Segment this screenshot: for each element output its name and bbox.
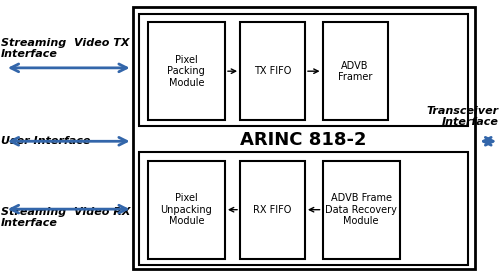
Text: Pixel
Packing
Module: Pixel Packing Module	[168, 55, 205, 88]
Text: Streaming  Video RX
Interface: Streaming Video RX Interface	[1, 207, 130, 228]
Text: RX FIFO: RX FIFO	[254, 205, 292, 215]
Bar	[139, 152, 468, 265]
Bar	[240, 161, 305, 259]
Text: ADVB
Framer: ADVB Framer	[338, 61, 372, 82]
Text: ADVB Frame
Data Recovery
Module: ADVB Frame Data Recovery Module	[326, 193, 397, 226]
Text: TX FIFO: TX FIFO	[254, 66, 291, 76]
Bar	[148, 161, 225, 259]
Text: User Interface: User Interface	[1, 136, 90, 146]
Bar	[132, 7, 475, 269]
Bar	[240, 22, 305, 120]
Bar	[322, 22, 388, 120]
Bar	[139, 14, 468, 126]
Text: Streaming  Video TX
Interface: Streaming Video TX Interface	[1, 38, 130, 59]
Text: ARINC 818-2: ARINC 818-2	[240, 131, 367, 149]
Text: Transceiver
Interface: Transceiver Interface	[427, 106, 499, 127]
Bar	[148, 22, 225, 120]
Bar	[322, 161, 400, 259]
Text: Pixel
Unpacking
Module: Pixel Unpacking Module	[160, 193, 212, 226]
